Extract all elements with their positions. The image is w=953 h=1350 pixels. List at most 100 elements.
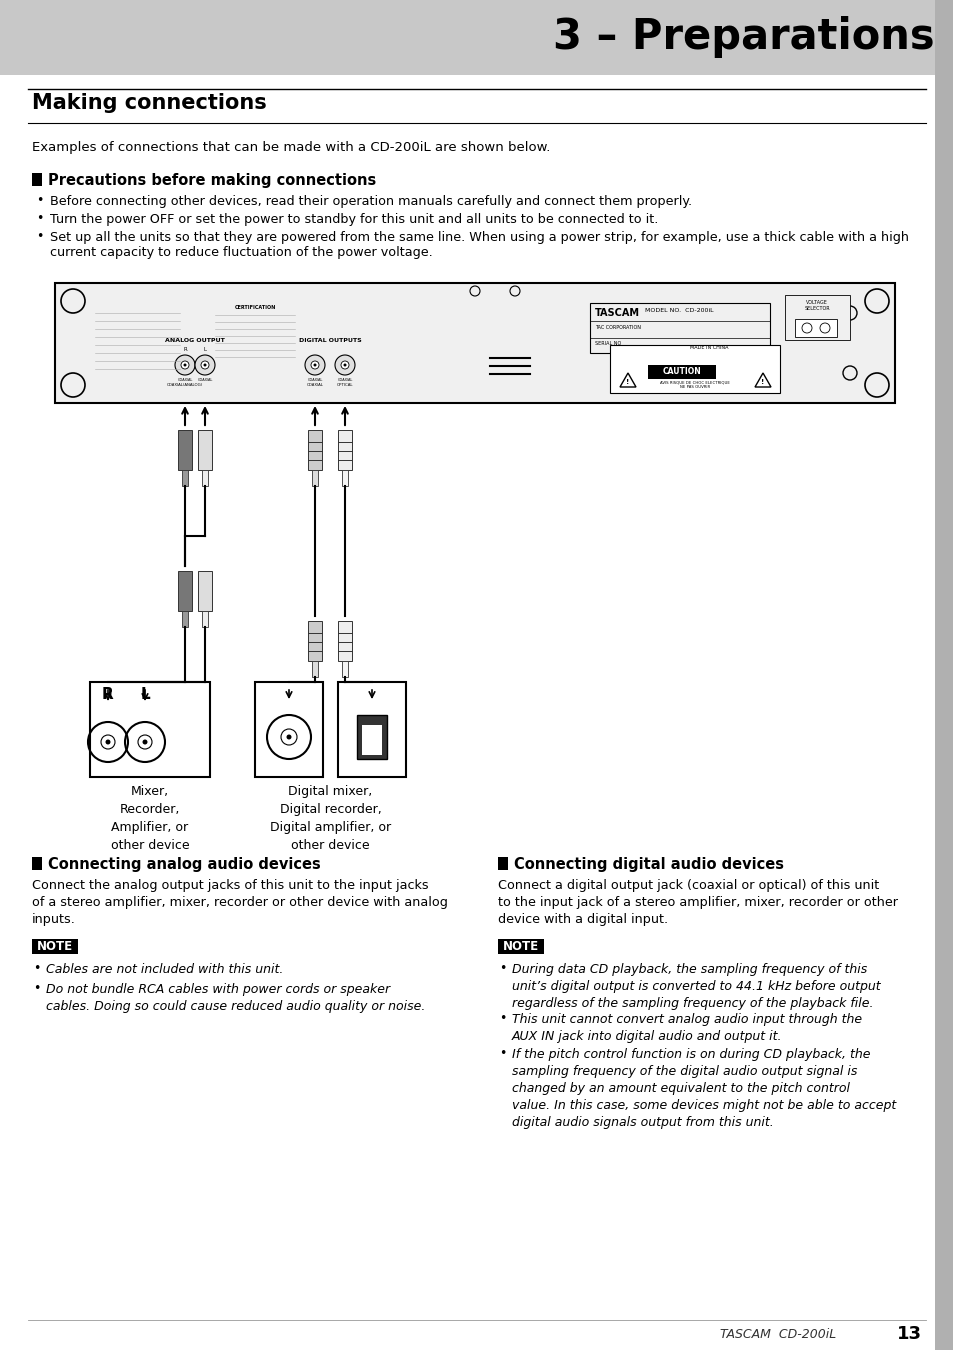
Text: •: • xyxy=(36,212,44,225)
Bar xyxy=(337,682,406,778)
Bar xyxy=(32,173,42,186)
Bar xyxy=(198,571,212,612)
Bar xyxy=(497,940,543,954)
Text: •: • xyxy=(36,230,44,243)
Bar xyxy=(178,431,192,470)
Text: If the pitch control function is on during CD playback, the
sampling frequency o: If the pitch control function is on duri… xyxy=(512,1048,895,1129)
Bar xyxy=(337,621,352,662)
Bar xyxy=(356,716,387,759)
Bar xyxy=(361,725,381,755)
Polygon shape xyxy=(619,373,636,387)
Text: Set up all the units so that they are powered from the same line. When using a p: Set up all the units so that they are po… xyxy=(50,231,908,259)
Text: TASCAM  CD-200iL: TASCAM CD-200iL xyxy=(720,1327,836,1341)
Text: L: L xyxy=(140,687,150,702)
Bar xyxy=(497,857,507,869)
Bar xyxy=(934,0,953,1350)
Text: Connect a digital output jack (coaxial or optical) of this unit
to the input jac: Connect a digital output jack (coaxial o… xyxy=(497,879,897,926)
Circle shape xyxy=(340,360,349,369)
Text: Making connections: Making connections xyxy=(32,93,267,113)
Bar xyxy=(202,470,208,486)
Bar xyxy=(182,470,188,486)
Bar xyxy=(95,302,185,373)
Text: COAXIAL: COAXIAL xyxy=(177,378,193,382)
Text: !: ! xyxy=(626,379,629,385)
Circle shape xyxy=(281,729,296,745)
Circle shape xyxy=(138,734,152,749)
Text: During data CD playback, the sampling frequency of this
unit’s digital output is: During data CD playback, the sampling fr… xyxy=(512,963,880,1010)
Bar xyxy=(589,302,769,352)
Circle shape xyxy=(286,734,292,740)
Text: VOLTAGE
SELECTOR: VOLTAGE SELECTOR xyxy=(803,300,829,310)
Bar xyxy=(202,612,208,626)
Circle shape xyxy=(305,355,325,375)
Text: Mixer,
Recorder,
Amplifier, or
other device: Mixer, Recorder, Amplifier, or other dev… xyxy=(111,784,189,852)
Text: COAXIAL: COAXIAL xyxy=(197,378,213,382)
Text: CAUTION: CAUTION xyxy=(662,367,700,377)
Text: Examples of connections that can be made with a CD-200iL are shown below.: Examples of connections that can be made… xyxy=(32,140,550,154)
Text: •: • xyxy=(498,1012,506,1025)
Bar xyxy=(178,571,192,612)
Text: Cables are not included with this unit.: Cables are not included with this unit. xyxy=(46,963,283,976)
Text: COAXIAL: COAXIAL xyxy=(306,383,323,387)
Text: 13: 13 xyxy=(896,1324,921,1343)
Text: SERIAL NO: SERIAL NO xyxy=(595,342,620,346)
Circle shape xyxy=(335,355,355,375)
Bar xyxy=(341,662,348,676)
Bar xyxy=(341,470,348,486)
Circle shape xyxy=(203,363,206,366)
Text: COAXIAL(ANALOG): COAXIAL(ANALOG) xyxy=(167,383,203,387)
Text: Before connecting other devices, read their operation manuals carefully and conn: Before connecting other devices, read th… xyxy=(50,194,691,208)
Text: OPTICAL: OPTICAL xyxy=(336,383,353,387)
Text: COAXIAL: COAXIAL xyxy=(337,378,353,382)
Circle shape xyxy=(174,355,194,375)
Bar xyxy=(182,612,188,626)
Text: •: • xyxy=(498,963,506,975)
Circle shape xyxy=(106,740,111,744)
Bar xyxy=(90,682,210,778)
Polygon shape xyxy=(754,373,770,387)
Circle shape xyxy=(142,740,148,744)
Text: MADE IN CHINA: MADE IN CHINA xyxy=(689,346,728,350)
Text: Connect the analog output jacks of this unit to the input jacks
of a stereo ampl: Connect the analog output jacks of this … xyxy=(32,879,447,926)
Text: ANALOG OUTPUT: ANALOG OUTPUT xyxy=(165,338,225,343)
Text: TAC CORPORATION: TAC CORPORATION xyxy=(595,325,640,329)
Text: R: R xyxy=(102,687,113,702)
Text: •: • xyxy=(36,194,44,207)
Text: CERTIFICATION: CERTIFICATION xyxy=(234,305,275,310)
Text: •: • xyxy=(33,963,41,975)
Circle shape xyxy=(201,360,209,369)
Text: R: R xyxy=(183,347,187,352)
Bar xyxy=(55,284,894,404)
Bar xyxy=(198,431,212,470)
Text: AVIS RISQUE DE CHOC ELECTRIQUE
NE PAS OUVRIR: AVIS RISQUE DE CHOC ELECTRIQUE NE PAS OU… xyxy=(659,381,729,389)
Text: Digital mixer,
Digital recorder,
Digital amplifier, or
other device: Digital mixer, Digital recorder, Digital… xyxy=(270,784,391,852)
Text: TASCAM: TASCAM xyxy=(595,308,639,319)
Text: L: L xyxy=(203,347,206,352)
Circle shape xyxy=(311,360,318,369)
Bar xyxy=(312,662,317,676)
Circle shape xyxy=(194,355,214,375)
Text: Do not bundle RCA cables with power cords or speaker
cables. Doing so could caus: Do not bundle RCA cables with power cord… xyxy=(46,983,425,1012)
Bar xyxy=(308,431,322,470)
Bar xyxy=(609,346,780,393)
Bar xyxy=(312,470,317,486)
Circle shape xyxy=(183,363,186,366)
Bar xyxy=(647,364,716,379)
Text: •: • xyxy=(498,1048,506,1060)
Text: NOTE: NOTE xyxy=(37,940,73,953)
Text: NOTE: NOTE xyxy=(502,940,538,953)
Bar xyxy=(337,431,352,470)
Text: Turn the power OFF or set the power to standby for this unit and all units to be: Turn the power OFF or set the power to s… xyxy=(50,213,658,225)
Bar xyxy=(794,319,836,338)
Text: !: ! xyxy=(760,379,763,385)
Circle shape xyxy=(314,363,316,366)
Circle shape xyxy=(101,734,115,749)
Circle shape xyxy=(343,363,346,366)
Bar xyxy=(784,296,849,340)
Circle shape xyxy=(181,360,189,369)
Bar xyxy=(32,940,78,954)
Text: COAXIAL: COAXIAL xyxy=(307,378,322,382)
Text: DIGITAL OUTPUTS: DIGITAL OUTPUTS xyxy=(298,338,361,343)
Bar xyxy=(0,0,953,76)
Text: •: • xyxy=(33,981,41,995)
